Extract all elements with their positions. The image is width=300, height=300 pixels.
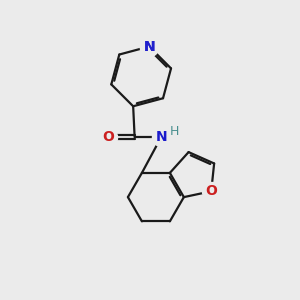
Text: N: N [143, 40, 155, 53]
Text: O: O [205, 184, 217, 198]
Text: O: O [102, 130, 114, 144]
Text: N: N [155, 130, 167, 144]
Text: N: N [143, 40, 155, 53]
Text: H: H [170, 125, 179, 138]
